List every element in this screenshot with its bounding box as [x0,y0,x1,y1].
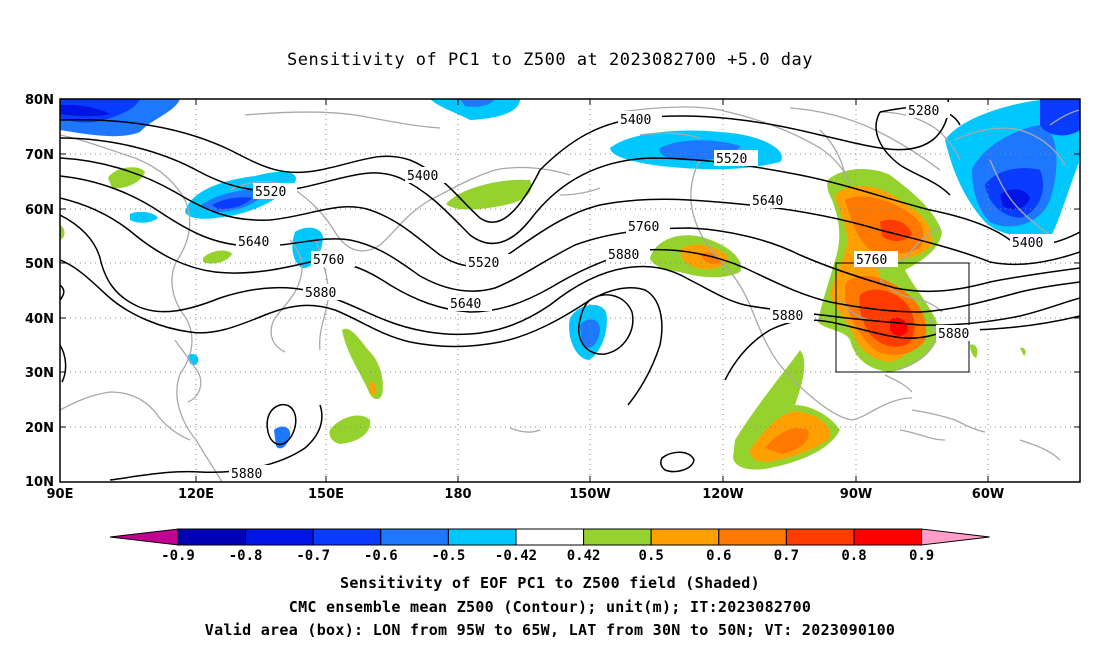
colorbar-segment [853,528,923,546]
contour-label: 5880 [938,327,969,342]
lon-label: 90E [47,487,74,502]
chart-title: Sensitivity of PC1 to Z500 at 2023082700… [286,50,813,70]
colorbar-tick-label: -0.9 [161,548,195,564]
contour-label: 5760 [628,220,659,235]
contour-label: 5640 [450,297,481,312]
caption-valid-area: Valid area (box): LON from 95W to 65W, L… [204,621,896,639]
caption-shaded: Sensitivity of EOF PC1 to Z500 field (Sh… [340,574,760,592]
colorbar-tick-label: -0.6 [364,548,398,564]
contour-label: 5280 [908,104,939,119]
contour-label: 5520 [468,256,499,271]
longitude-labels: 90E 120E 150E 180 150W 120W 90W 60W [47,487,1005,502]
lat-label: 40N [25,312,54,327]
caption-contour: CMC ensemble mean Z500 (Contour); unit(m… [288,598,812,616]
lon-label: 120W [702,487,743,502]
colorbar-tick-label: 0.8 [841,548,866,564]
lon-label: 180 [444,487,471,502]
contour-label: 5880 [231,467,262,482]
lon-label: 120E [178,487,214,502]
colorbar-tick-label: 0.9 [909,548,934,564]
lon-label: 150E [308,487,344,502]
contour-label: 5880 [305,286,336,301]
colorbar-tick-label: 0.6 [706,548,731,564]
lat-label: 30N [25,366,54,381]
colorbar-segment [515,528,585,546]
colorbar-tick-label: -0.5 [432,548,466,564]
colorbar-segment [785,528,855,546]
axis-ticks [59,98,1080,483]
colorbar-segment [583,528,652,546]
lat-label: 80N [25,93,54,108]
plot-frame [59,98,1081,483]
lon-label: 150W [569,487,610,502]
contour-label: 5400 [407,169,438,184]
latitude-labels: 80N 70N 60N 50N 40N 30N 20N 10N [25,93,54,490]
contour-label: 5640 [752,194,783,209]
lat-label: 20N [25,421,54,436]
contour-label: 5760 [856,253,887,268]
contour-label: 5880 [608,248,639,263]
lon-label: 90W [840,487,872,502]
colorbar: -0.9 -0.8 -0.7 -0.6 -0.5 -0.42 0.42 0.5 0.6 0.7 0.… [109,528,990,564]
lat-label: 60N [25,203,54,218]
colorbar-segment [650,528,720,546]
colorbar-right-arrow [921,528,990,546]
contour-label: 5520 [255,185,286,200]
colorbar-tick-label: -0.8 [229,548,263,564]
colorbar-left-arrow [109,528,179,546]
lat-label: 70N [25,148,54,163]
colorbar-tick-label: -0.7 [296,548,330,564]
colorbar-tick-label: 0.7 [774,548,799,564]
lon-label: 60W [972,487,1004,502]
contour-label: 5880 [772,309,803,324]
contour-label: 5640 [238,235,269,250]
contour-label: 5520 [716,152,747,167]
colorbar-tick-label: 0.42 [567,548,601,564]
colorbar-segment [245,528,314,546]
colorbar-segment [380,528,449,546]
lat-label: 10N [25,475,54,490]
colorbar-segment [447,528,517,546]
contour-labels: 5280 5400 5400 5400 5520 5520 5520 5640 … [229,102,1054,482]
lat-label: 50N [25,257,54,272]
colorbar-segment [312,528,382,546]
contour-label: 5760 [313,253,344,268]
contour-label: 5400 [1012,236,1043,251]
contour-label: 5400 [620,113,651,128]
sensitivity-map: 5280 5400 5400 5400 5520 5520 5520 5640 … [25,93,1081,564]
colorbar-tick-label: -0.42 [495,548,537,564]
colorbar-segment [718,528,787,546]
valid-area-box [835,262,970,373]
colorbar-segment [177,528,247,546]
colorbar-tick-label: 0.5 [639,548,664,564]
